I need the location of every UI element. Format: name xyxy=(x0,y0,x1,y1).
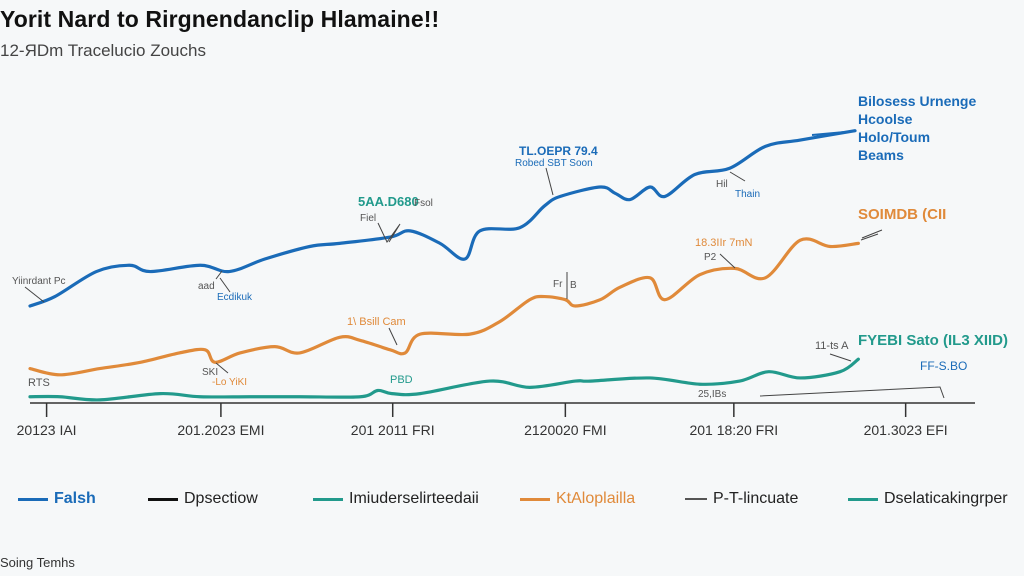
legend-item[interactable]: Imiuderselirteedaii xyxy=(313,490,479,508)
series-line-3 xyxy=(28,357,860,402)
series-lines xyxy=(28,129,860,402)
footer-note: Soing Temhs xyxy=(0,555,75,570)
annotation-arrow xyxy=(729,171,746,182)
legend-swatch xyxy=(520,497,550,501)
x-axis: 20123 IAI 201.2023 EMI 201 2011 FRI 2120020… xyxy=(17,402,975,438)
annotation-arrow xyxy=(24,286,45,303)
annotation-label: Robed SBT Soon xyxy=(515,158,593,169)
annotation-label: Fsol xyxy=(414,198,433,209)
legend-swatch xyxy=(685,498,707,500)
series-end-label: Bilosess Urnenge xyxy=(858,93,976,109)
annotation-label: PBD xyxy=(390,374,413,386)
annotation-label: P2 xyxy=(704,252,717,263)
legend: Falsh Dpsectiow Imiuderselirteedaii KtAlopl… xyxy=(0,490,1024,514)
annotation-label: 1\ Bsill Cam xyxy=(347,316,406,328)
x-tick-label: 201 18:20 FRI xyxy=(689,422,778,438)
x-tick-label: 201.2023 EMI xyxy=(177,422,264,438)
series-end-label: SOIMDB (CII xyxy=(858,206,946,223)
annotation-label: Hil xyxy=(716,179,728,190)
annotation-arrow xyxy=(759,386,945,399)
series-end-label: Holo/Toum xyxy=(858,129,930,145)
x-tick-label: 201.3023 EFI xyxy=(864,422,948,438)
legend-label: Falsh xyxy=(54,490,96,507)
annotation-arrow xyxy=(215,362,229,374)
series-end-label: FYEBI Sato (IL3 XIID) xyxy=(858,332,1008,349)
series-end-label: Hcoolse xyxy=(858,111,913,127)
annotation-arrow xyxy=(388,327,398,346)
legend-label: Dselaticakingrper xyxy=(884,490,1008,507)
x-tick-label: 20123 IAI xyxy=(17,422,77,438)
legend-label: P-T-lincuate xyxy=(713,490,799,507)
annotation-arrow xyxy=(829,353,852,362)
legend-label: Imiuderselirteedaii xyxy=(349,490,479,507)
annotation-arrow xyxy=(719,253,736,269)
end-labels: Bilosess Urnenge Hcoolse Holo/Toum Beams SOI… xyxy=(811,93,1008,349)
legend-swatch xyxy=(313,497,343,501)
legend-swatch xyxy=(848,497,878,501)
annotation-label: -Lo YiKI xyxy=(212,377,247,388)
annotation-label: B xyxy=(570,280,577,291)
annotation-label: aad xyxy=(198,281,215,292)
end-label-leader xyxy=(811,130,857,136)
chart-subtitle: 12-ЯDm Tracelucio Zouchs xyxy=(0,41,206,60)
annotation-label: Fr xyxy=(553,279,563,290)
annotation-label: 25,IBs xyxy=(698,389,726,400)
series-line-1 xyxy=(28,129,857,308)
chart-title: Yorit Nard to Rirgnendanclip Hlamaine!! xyxy=(0,6,440,32)
annotation-label: TL.OEPR 79.4 xyxy=(519,144,598,158)
annotation-label: 5AA.D680 xyxy=(358,194,419,209)
annotation-label: 11-ts A xyxy=(815,340,849,352)
annotation-arrow xyxy=(215,270,223,280)
annotation-arrow xyxy=(219,277,231,293)
legend-item[interactable]: Falsh xyxy=(18,490,96,508)
legend-swatch xyxy=(148,497,178,501)
annotation-label: RTS xyxy=(28,377,50,389)
legend-item[interactable]: Dpsectiow xyxy=(148,490,258,508)
legend-label: KtAloplailla xyxy=(556,490,636,507)
legend-item[interactable]: Dselaticakingrper xyxy=(848,490,1008,508)
legend-label: Dpsectiow xyxy=(184,490,258,507)
annotation-label: Thain xyxy=(735,189,760,200)
annotation-label: 18.3IIr 7mN xyxy=(695,237,753,249)
annotation-arrow xyxy=(377,222,401,243)
annotation-label: Ecdikuk xyxy=(217,292,253,303)
x-tick-label: 201 2011 FRI xyxy=(351,422,435,438)
x-tick-label: 2120020 FMI xyxy=(524,422,607,438)
legend-swatch xyxy=(18,497,48,501)
series-line-2 xyxy=(28,237,860,377)
legend-item[interactable]: P-T-lincuate xyxy=(685,490,798,508)
series-end-label: Beams xyxy=(858,147,904,163)
annotation-label: Yiinrdant Pc xyxy=(12,276,66,287)
annotation-label: Fiel xyxy=(360,213,376,224)
annotation-label: FF-S.BO xyxy=(920,359,967,373)
legend-item[interactable]: KtAloplailla xyxy=(520,490,635,508)
arrow-icon xyxy=(860,229,883,241)
annotation-arrow xyxy=(545,167,554,196)
annotation-label: SKI xyxy=(202,367,218,378)
